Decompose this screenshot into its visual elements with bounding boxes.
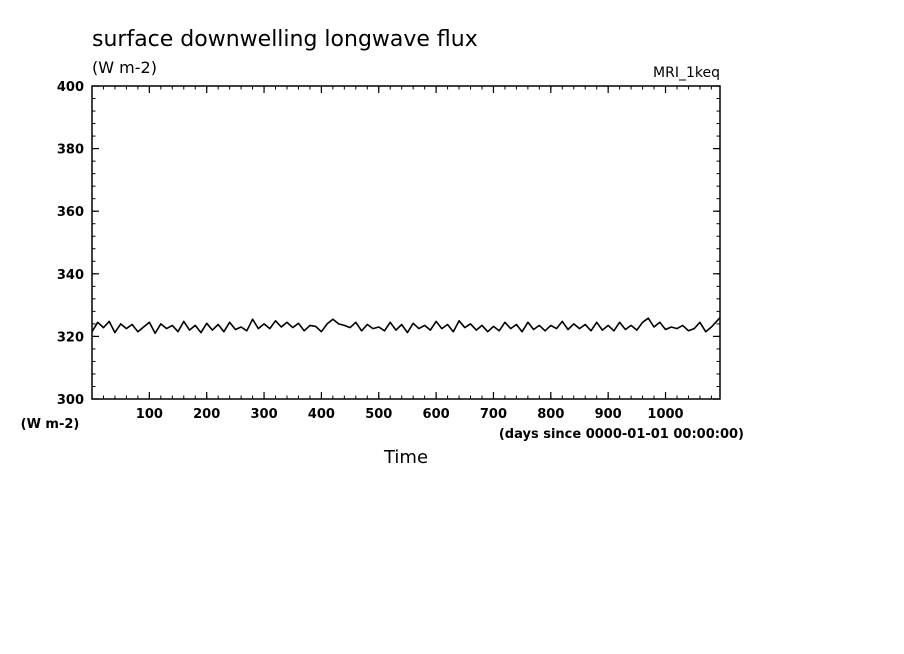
series-line xyxy=(91,317,721,335)
model-label: MRI_1keq xyxy=(653,65,720,81)
x-axis-units: (days since 0000-01-01 00:00:00) xyxy=(499,427,744,442)
x-axis-title: Time xyxy=(383,447,428,468)
y-tick-labels: 300 320 340 360 380 400 xyxy=(57,80,84,408)
axis-ticks xyxy=(92,85,720,400)
y-tick-label: 300 xyxy=(57,393,84,408)
chart-title: surface downwelling longwave flux xyxy=(92,27,478,52)
y-tick-label: 360 xyxy=(57,205,84,220)
plot-frame xyxy=(91,85,721,400)
x-tick-label: 100 xyxy=(136,407,163,422)
chart-units: (W m-2) xyxy=(92,58,157,77)
x-tick-labels: 100 200 300 400 500 600 700 800 900 1000 xyxy=(136,407,684,422)
x-tick-label: 400 xyxy=(308,407,335,422)
y-tick-label: 340 xyxy=(57,268,84,283)
x-tick-label: 300 xyxy=(250,407,277,422)
y-tick-label: 320 xyxy=(57,330,84,345)
y-tick-label: 380 xyxy=(57,143,84,158)
y-axis-label: (W m-2) xyxy=(21,417,80,432)
x-tick-label: 500 xyxy=(365,407,392,422)
y-tick-label: 400 xyxy=(57,80,84,95)
x-tick-label: 900 xyxy=(595,407,622,422)
x-tick-label: 800 xyxy=(537,407,564,422)
x-tick-label: 200 xyxy=(193,407,220,422)
x-tick-label: 1000 xyxy=(647,407,683,422)
x-tick-label: 600 xyxy=(423,407,450,422)
x-tick-label: 700 xyxy=(480,407,507,422)
